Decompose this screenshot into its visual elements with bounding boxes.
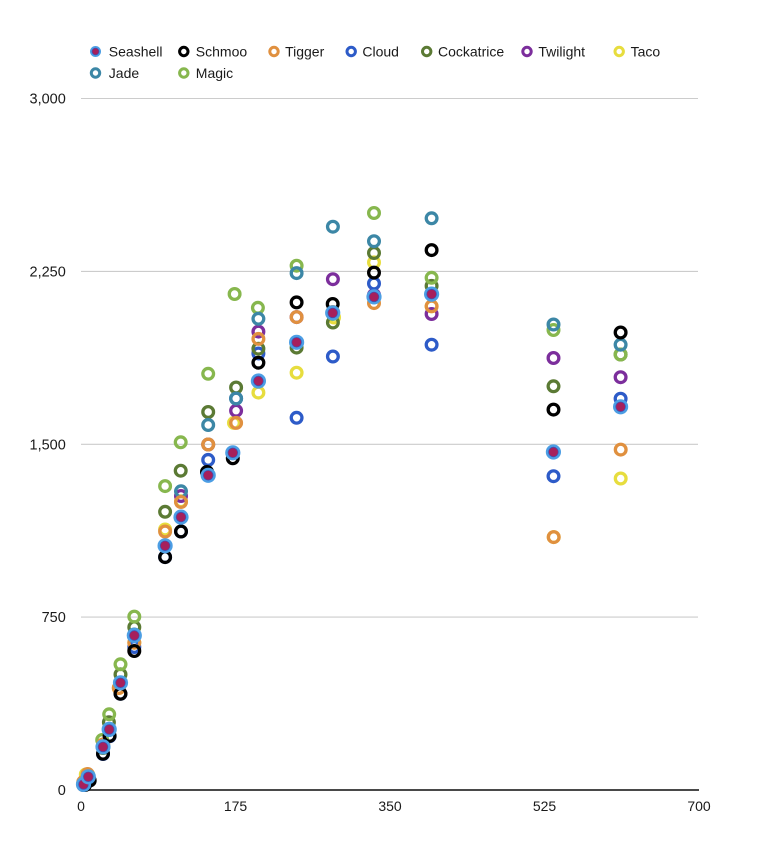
svg-text:350: 350 xyxy=(378,798,402,814)
svg-text:Cockatrice: Cockatrice xyxy=(438,43,504,59)
svg-text:Tigger: Tigger xyxy=(285,43,325,59)
svg-text:3,000: 3,000 xyxy=(30,92,66,108)
svg-text:Twilight: Twilight xyxy=(538,43,585,59)
svg-text:700: 700 xyxy=(687,798,711,814)
svg-text:0: 0 xyxy=(58,783,66,799)
svg-text:2,250: 2,250 xyxy=(30,265,66,281)
svg-text:175: 175 xyxy=(224,798,248,814)
svg-text:Taco: Taco xyxy=(631,43,661,59)
svg-text:Cloud: Cloud xyxy=(362,43,399,59)
svg-text:Jade: Jade xyxy=(109,65,140,81)
svg-text:0: 0 xyxy=(77,798,85,814)
svg-text:525: 525 xyxy=(533,798,557,814)
svg-text:Magic: Magic xyxy=(196,65,233,81)
svg-text:Schmoo: Schmoo xyxy=(196,43,248,59)
svg-text:1,500: 1,500 xyxy=(30,437,66,453)
svg-text:750: 750 xyxy=(42,610,66,626)
svg-text:Seashell: Seashell xyxy=(109,43,163,59)
